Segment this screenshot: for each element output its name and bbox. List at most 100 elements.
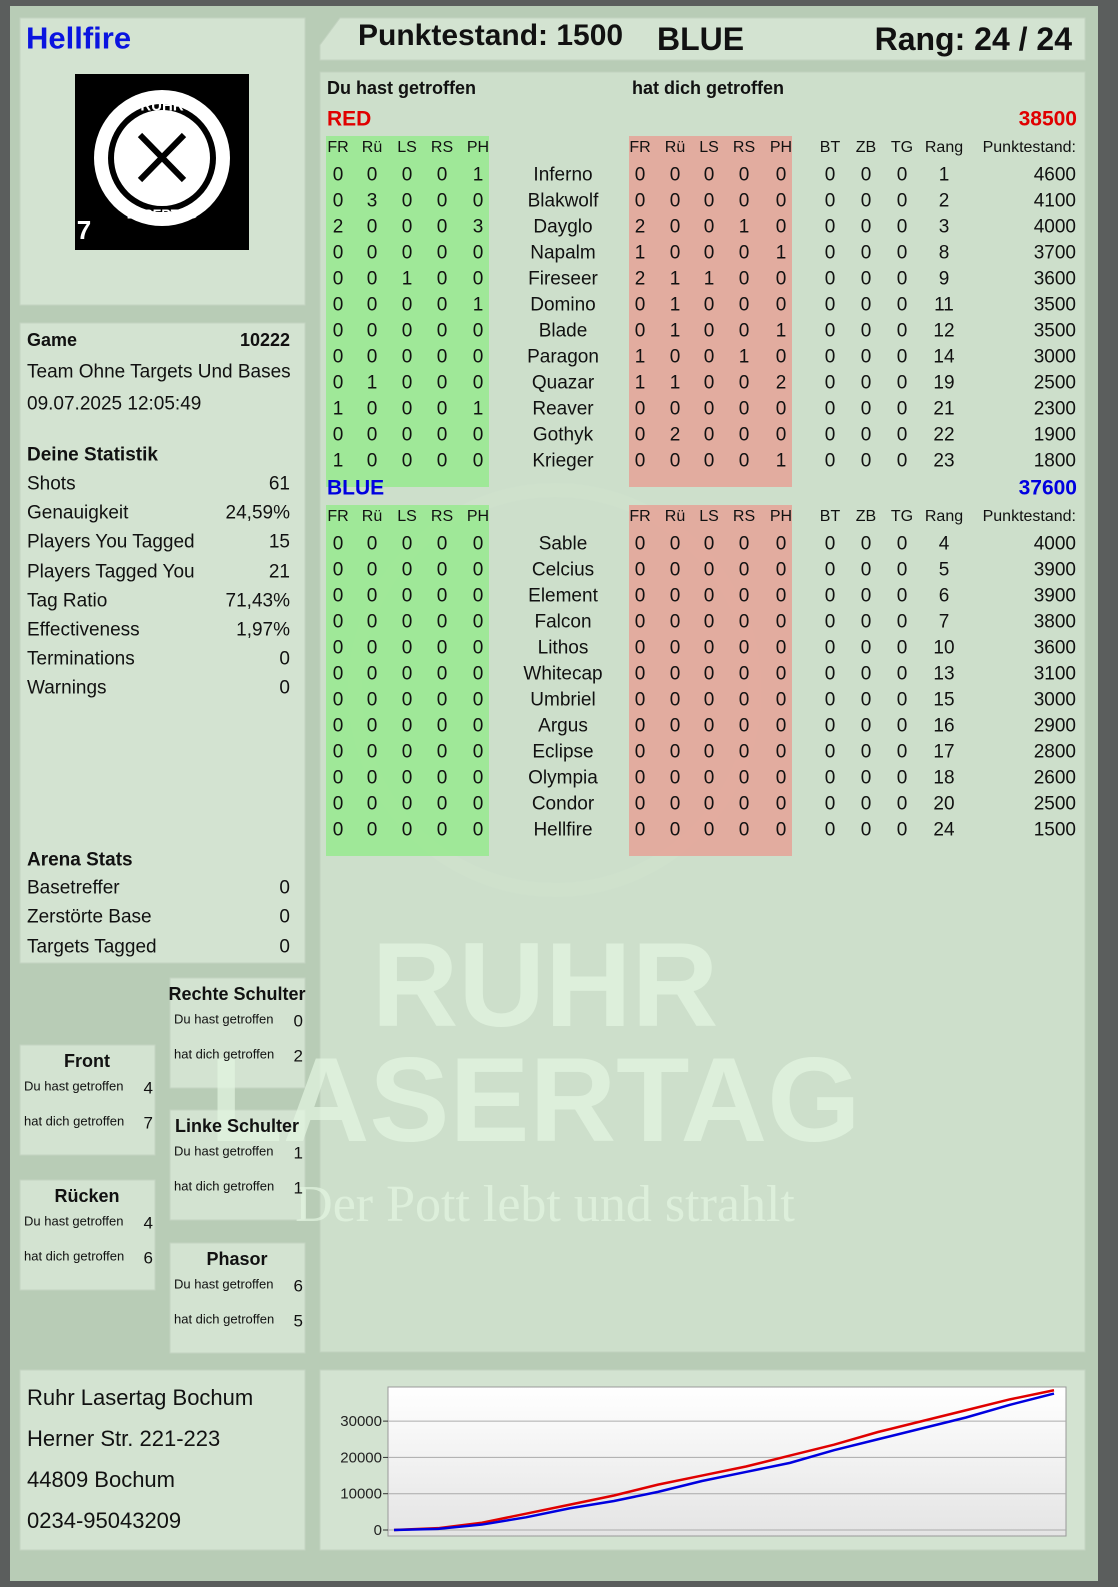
player-cell: Dayglo [533, 216, 593, 238]
cell: 1 [401, 268, 413, 290]
column-header: TG [890, 508, 914, 525]
cell: 0 [332, 741, 344, 763]
stat-label: Targets Tagged [27, 936, 157, 958]
cell: 0 [738, 424, 750, 446]
cell: 0 [703, 216, 715, 238]
cell: 0 [775, 346, 787, 368]
zone-value: 1 [293, 1143, 303, 1163]
zone-label: hat dich getroffen [24, 1113, 125, 1129]
player-cell: Fireseer [528, 268, 598, 290]
game-mode: Team Ohne Targets Und Bases [27, 361, 291, 383]
cell: 0 [332, 190, 344, 212]
cell: 0 [896, 372, 908, 394]
cell: 0 [703, 637, 715, 659]
cell: 0 [738, 398, 750, 420]
cell: 0 [703, 819, 715, 841]
cell: 3700 [1033, 242, 1076, 264]
cell: 9 [938, 268, 950, 290]
cell: 0 [896, 715, 908, 737]
cell: 0 [634, 793, 646, 815]
cell: 0 [824, 450, 836, 472]
column-header: FR [327, 139, 349, 156]
cell: 2800 [1033, 741, 1076, 763]
player-cell: Umbriel [530, 689, 596, 711]
cell: 0 [436, 819, 448, 841]
cell: 0 [669, 715, 681, 737]
column-header: Rü [664, 139, 686, 156]
player-cell: Gothyk [532, 424, 594, 446]
cell-background [326, 136, 489, 487]
zone-label: hat dich getroffen [174, 1178, 275, 1194]
cell: 0 [366, 450, 378, 472]
cell: 0 [366, 741, 378, 763]
team-name: RED [327, 107, 372, 131]
cell: 0 [366, 637, 378, 659]
team: BLUE [657, 21, 745, 57]
cell: 0 [436, 533, 448, 555]
cell: 0 [436, 450, 448, 472]
cell: 3600 [1033, 268, 1076, 290]
zone-label: Du hast getroffen [174, 1011, 274, 1027]
cell: 0 [775, 585, 787, 607]
cell: 0 [436, 346, 448, 368]
player-name: Hellfire [26, 20, 132, 56]
cell: 0 [401, 216, 413, 238]
cell: 0 [472, 663, 484, 685]
cell: 2900 [1033, 715, 1076, 737]
cell: 21 [933, 398, 955, 420]
cell: 0 [896, 450, 908, 472]
cell: 0 [703, 190, 715, 212]
cell: 0 [669, 585, 681, 607]
cell: 0 [401, 346, 413, 368]
cell: 0 [332, 372, 344, 394]
cell: 0 [703, 242, 715, 264]
cell: 0 [634, 398, 646, 420]
cell-background [629, 136, 792, 487]
cell: 0 [703, 533, 715, 555]
stat-label: Warnings [27, 677, 107, 699]
cell: 0 [401, 637, 413, 659]
cell: 0 [669, 242, 681, 264]
column-header: FR [629, 508, 651, 525]
column-header: PH [769, 139, 793, 156]
cell: 0 [860, 767, 872, 789]
cell: 0 [824, 741, 836, 763]
cell: 1 [775, 320, 787, 342]
cell: 0 [860, 819, 872, 841]
stat-value: 1,97% [236, 619, 290, 641]
cell: 0 [332, 164, 344, 186]
cell: 0 [896, 611, 908, 633]
cell: 0 [634, 424, 646, 446]
cell: 0 [401, 611, 413, 633]
cell: 2600 [1033, 767, 1076, 789]
cell: 0 [472, 346, 484, 368]
cell: 0 [366, 585, 378, 607]
column-header: RS [430, 508, 454, 525]
cell: 0 [634, 585, 646, 607]
cell: 0 [332, 533, 344, 555]
column-header: FR [327, 508, 349, 525]
column-header: Rü [361, 508, 383, 525]
cell: 1 [775, 242, 787, 264]
player-cell: Blakwolf [527, 190, 599, 212]
cell: 1 [738, 216, 750, 238]
cell: 0 [472, 819, 484, 841]
zone-value: 6 [293, 1276, 303, 1296]
cell: 1 [669, 320, 681, 342]
cell: 0 [332, 689, 344, 711]
section-title: Deine Statistik [27, 444, 158, 466]
cell: 0 [896, 164, 908, 186]
cell: 3 [366, 190, 378, 212]
cell: 0 [472, 689, 484, 711]
stat-label: Shots [27, 473, 76, 495]
cell: 0 [401, 320, 413, 342]
column-header: LS [699, 508, 719, 525]
cell: 0 [860, 585, 872, 607]
cell: 0 [896, 398, 908, 420]
cell: 2 [634, 268, 646, 290]
cell: 3000 [1033, 689, 1076, 711]
cell: 0 [824, 190, 836, 212]
cell: 0 [738, 164, 750, 186]
cell: 0 [703, 164, 715, 186]
cell: 0 [332, 268, 344, 290]
